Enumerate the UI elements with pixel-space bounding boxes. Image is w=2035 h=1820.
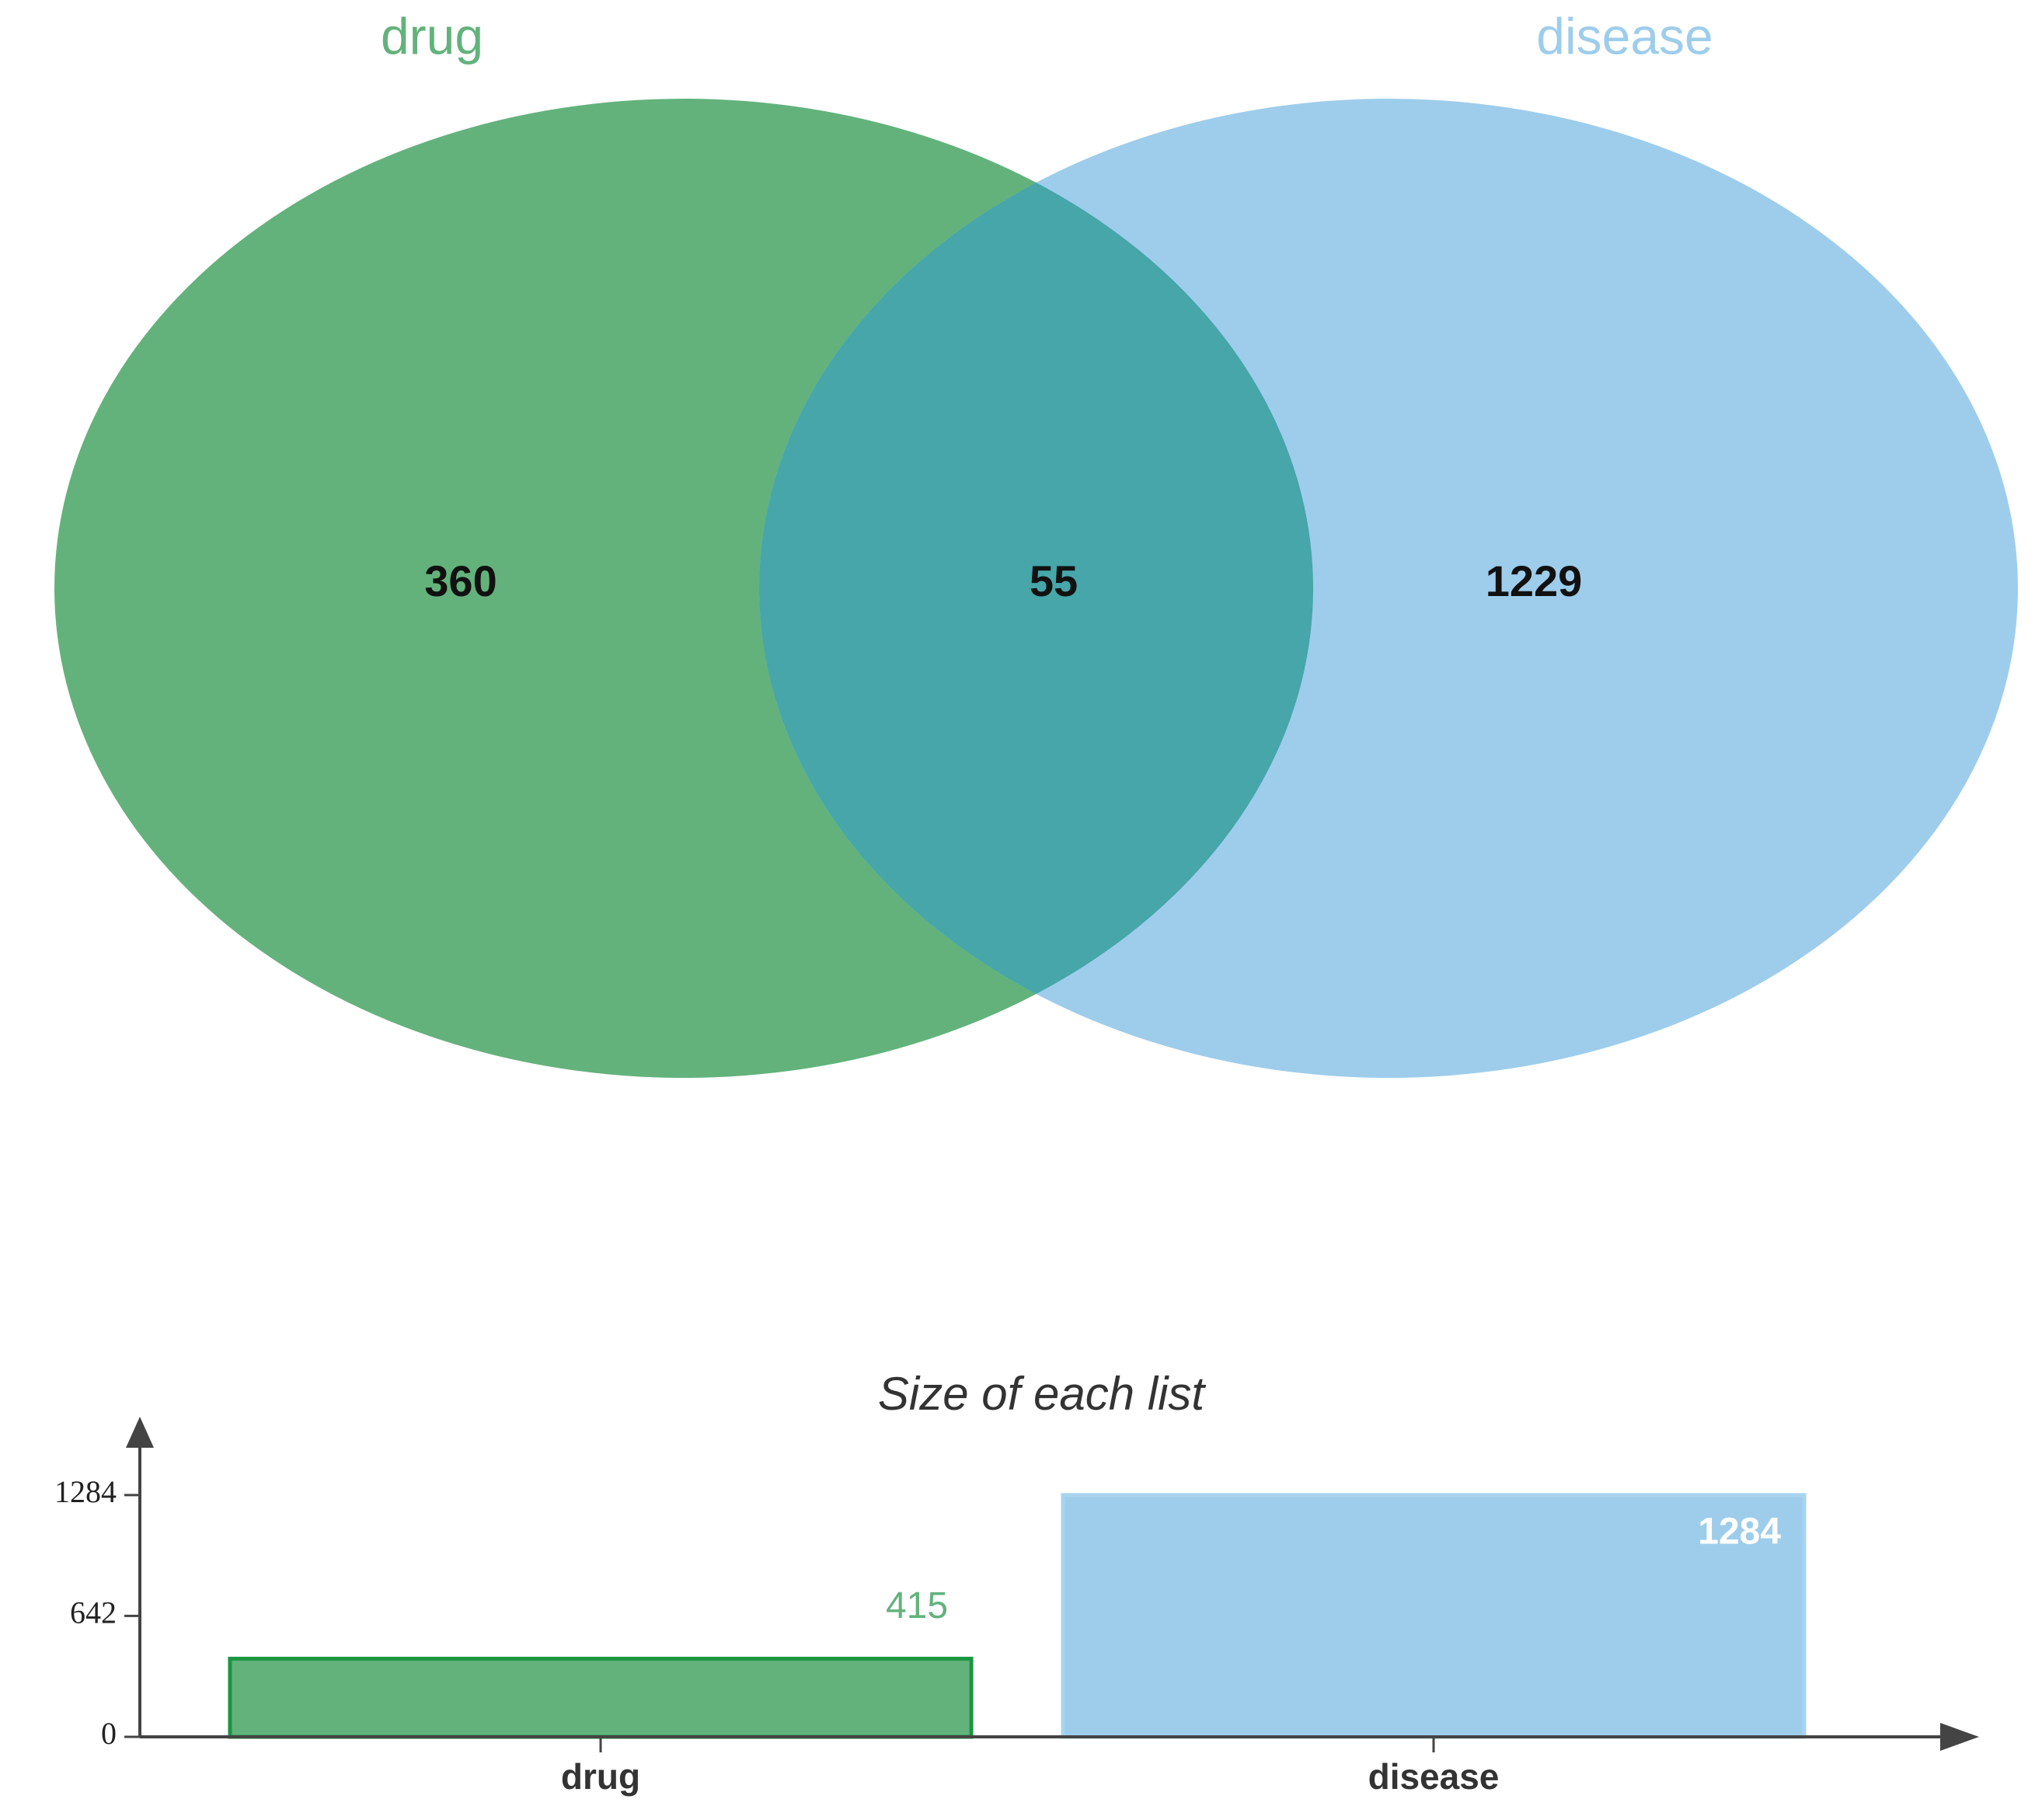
value-label: 1284 xyxy=(1698,1511,1781,1552)
overlap xyxy=(759,99,1313,1078)
chart-title: Size of each list xyxy=(878,1368,1207,1420)
y-tick-label: 0 xyxy=(101,1716,117,1751)
region-count: 1229 xyxy=(1486,556,1583,605)
bar xyxy=(228,1656,974,1739)
x-tick-label: disease xyxy=(1368,1756,1500,1797)
y-arrow xyxy=(126,1417,154,1448)
y-tick-label: 642 xyxy=(70,1595,117,1630)
x-arrow xyxy=(1940,1723,1979,1751)
region-count: 360 xyxy=(424,556,497,605)
x-tick-label: drug xyxy=(561,1756,640,1797)
set-label: disease xyxy=(1536,7,1713,65)
value-label: 415 xyxy=(886,1585,948,1626)
set-label: drug xyxy=(381,7,483,65)
bar xyxy=(1061,1493,1807,1739)
region-count: 55 xyxy=(1030,556,1078,605)
y-tick-label: 1284 xyxy=(54,1474,117,1509)
